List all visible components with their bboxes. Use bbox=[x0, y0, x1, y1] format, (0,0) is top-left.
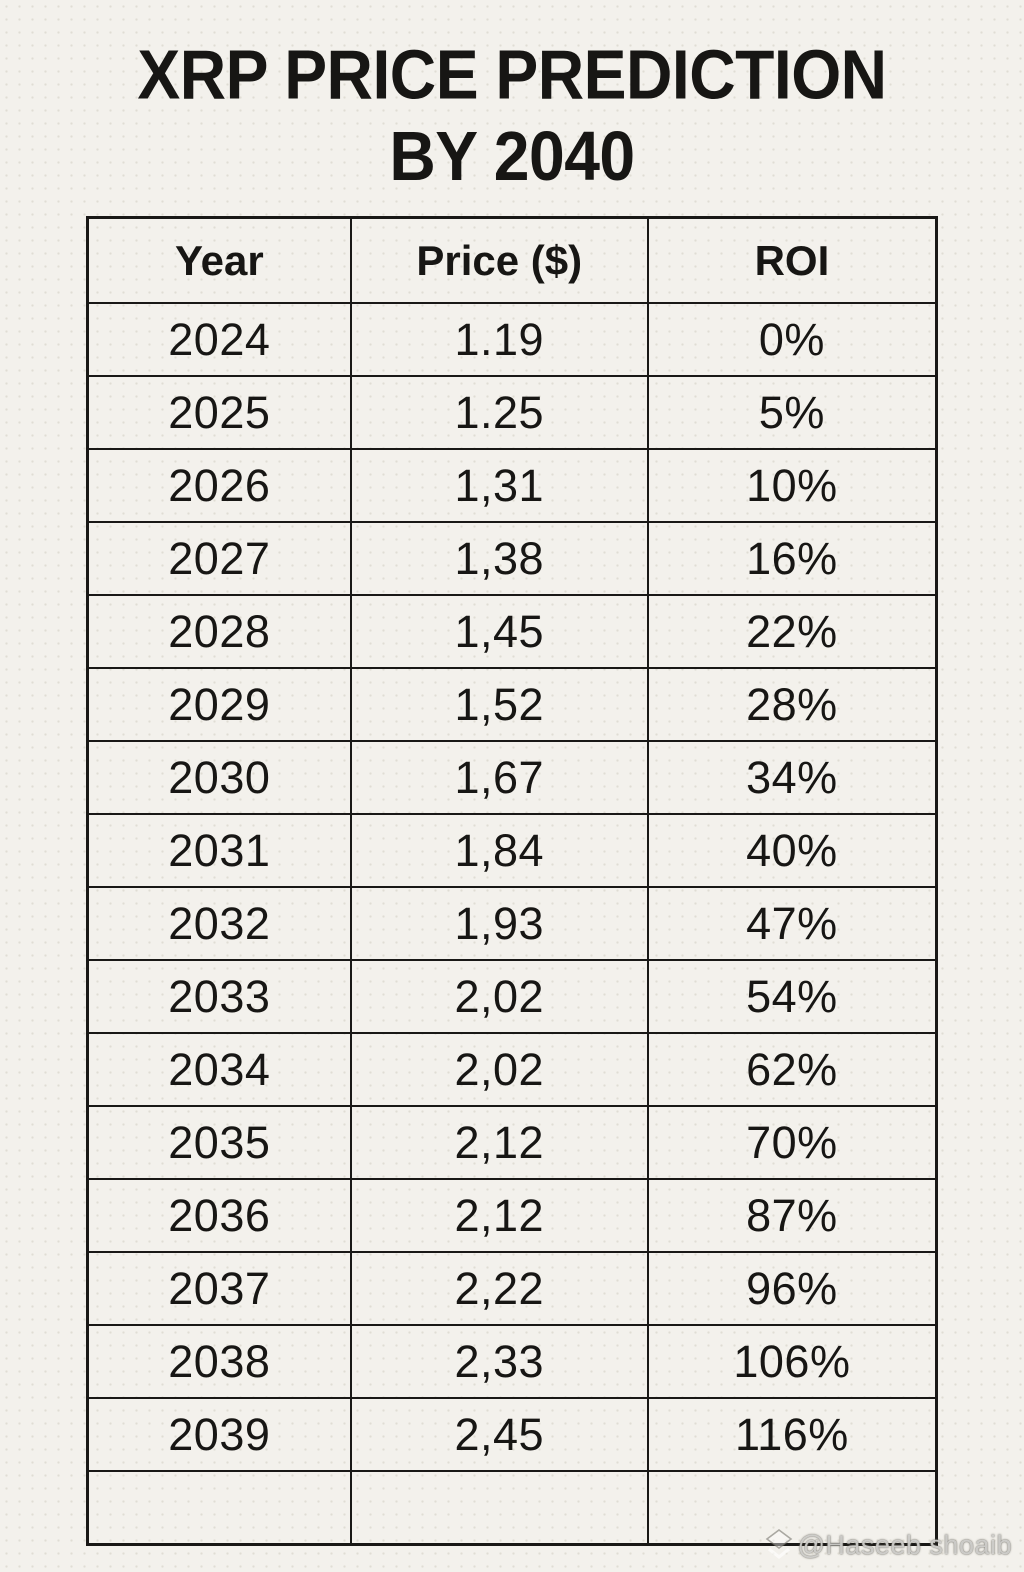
cell-price: 1.25 bbox=[349, 375, 649, 451]
table-row-partial bbox=[86, 1470, 938, 1546]
cell-year: 2027 bbox=[86, 521, 352, 597]
column-header-year: Year bbox=[86, 216, 352, 305]
cell-roi: 40% bbox=[646, 813, 938, 889]
cell-roi bbox=[646, 1470, 938, 1546]
column-header-price: Price ($) bbox=[349, 216, 649, 305]
column-header-roi: ROI bbox=[646, 216, 938, 305]
cell-year bbox=[86, 1470, 352, 1546]
header-row: Year Price ($) ROI bbox=[86, 216, 938, 305]
xrp-prediction-infographic: XRP PRICE PREDICTION BY 2040 Year Price … bbox=[0, 36, 1024, 1560]
cell-price: 1,38 bbox=[349, 521, 649, 597]
table-row: 2033 2,02 54% bbox=[86, 959, 938, 1035]
cell-roi: 87% bbox=[646, 1178, 938, 1254]
cell-price: 1,67 bbox=[349, 740, 649, 816]
cell-roi: 10% bbox=[646, 448, 938, 524]
cell-price bbox=[349, 1470, 649, 1546]
cell-price: 1.19 bbox=[349, 302, 649, 378]
table-row: 2032 1,93 47% bbox=[86, 886, 938, 962]
table-row: 2025 1.25 5% bbox=[86, 375, 938, 451]
cell-year: 2031 bbox=[86, 813, 352, 889]
table-header: Year Price ($) ROI bbox=[86, 216, 938, 305]
cell-year: 2032 bbox=[86, 886, 352, 962]
cell-year: 2036 bbox=[86, 1178, 352, 1254]
cell-price: 2,02 bbox=[349, 959, 649, 1035]
cell-roi: 28% bbox=[646, 667, 938, 743]
cell-year: 2028 bbox=[86, 594, 352, 670]
cell-year: 2034 bbox=[86, 1032, 352, 1108]
cell-roi: 62% bbox=[646, 1032, 938, 1108]
cell-year: 2039 bbox=[86, 1397, 352, 1473]
table-row: 2034 2,02 62% bbox=[86, 1032, 938, 1108]
prediction-table: Year Price ($) ROI 2024 1.19 0% 2025 1.25 5% 2… bbox=[86, 216, 938, 1547]
table-row: 2036 2,12 87% bbox=[86, 1178, 938, 1254]
cell-price: 2,45 bbox=[349, 1397, 649, 1473]
cell-roi: 116% bbox=[646, 1397, 938, 1473]
cell-year: 2030 bbox=[86, 740, 352, 816]
cell-price: 1,93 bbox=[349, 886, 649, 962]
table-row: 2028 1,45 22% bbox=[86, 594, 938, 670]
cell-roi: 106% bbox=[646, 1324, 938, 1400]
cell-price: 2,12 bbox=[349, 1178, 649, 1254]
table-row: 2038 2,33 106% bbox=[86, 1324, 938, 1400]
table-body: 2024 1.19 0% 2025 1.25 5% 2026 1,31 10% 2027 1,38 1… bbox=[86, 302, 938, 1546]
cell-price: 1,31 bbox=[349, 448, 649, 524]
cell-year: 2037 bbox=[86, 1251, 352, 1327]
cell-year: 2025 bbox=[86, 375, 352, 451]
cell-roi: 54% bbox=[646, 959, 938, 1035]
cell-roi: 22% bbox=[646, 594, 938, 670]
cell-roi: 0% bbox=[646, 302, 938, 378]
cell-year: 2029 bbox=[86, 667, 352, 743]
cell-roi: 34% bbox=[646, 740, 938, 816]
cell-roi: 96% bbox=[646, 1251, 938, 1327]
table-row: 2039 2,45 116% bbox=[86, 1397, 938, 1473]
cell-price: 1,45 bbox=[349, 594, 649, 670]
cell-price: 2,12 bbox=[349, 1105, 649, 1181]
table-row: 2029 1,52 28% bbox=[86, 667, 938, 743]
cell-year: 2033 bbox=[86, 959, 352, 1035]
page-title: XRP PRICE PREDICTION BY 2040 bbox=[0, 36, 1024, 198]
cell-price: 2,02 bbox=[349, 1032, 649, 1108]
cell-year: 2035 bbox=[86, 1105, 352, 1181]
cell-roi: 16% bbox=[646, 521, 938, 597]
cell-price: 1,52 bbox=[349, 667, 649, 743]
table-row: 2026 1,31 10% bbox=[86, 448, 938, 524]
cell-price: 2,33 bbox=[349, 1324, 649, 1400]
cell-year: 2024 bbox=[86, 302, 352, 378]
cell-price: 1,84 bbox=[349, 813, 649, 889]
cell-price: 2,22 bbox=[349, 1251, 649, 1327]
cell-roi: 70% bbox=[646, 1105, 938, 1181]
table-row: 2037 2,22 96% bbox=[86, 1251, 938, 1327]
table-row: 2024 1.19 0% bbox=[86, 302, 938, 378]
cell-roi: 5% bbox=[646, 375, 938, 451]
table-row: 2027 1,38 16% bbox=[86, 521, 938, 597]
cell-roi: 47% bbox=[646, 886, 938, 962]
cell-year: 2026 bbox=[86, 448, 352, 524]
table-row: 2035 2,12 70% bbox=[86, 1105, 938, 1181]
page-title-line-1: XRP PRICE PREDICTION bbox=[137, 37, 887, 115]
page-title-line-2: BY 2040 bbox=[389, 118, 635, 196]
cell-year: 2038 bbox=[86, 1324, 352, 1400]
table-row: 2031 1,84 40% bbox=[86, 813, 938, 889]
table-row: 2030 1,67 34% bbox=[86, 740, 938, 816]
